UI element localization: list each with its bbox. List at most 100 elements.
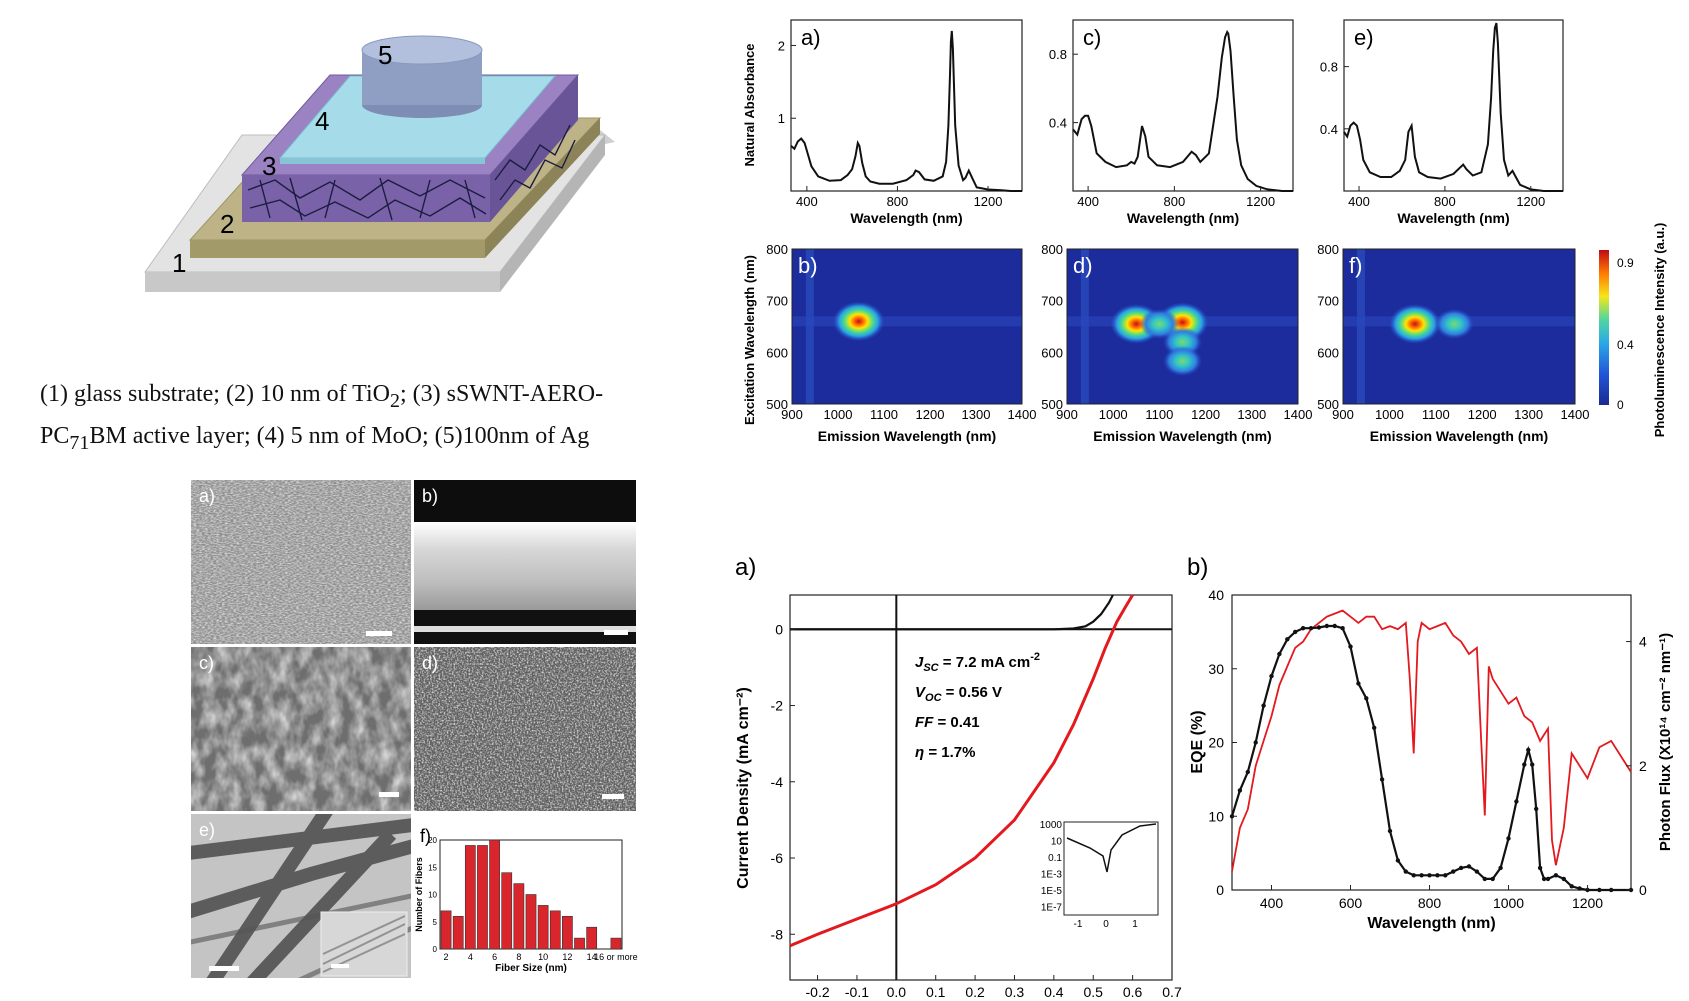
x-tick-label: 1400: [1008, 407, 1037, 422]
map-band: [1356, 249, 1365, 404]
device-schematic: 1 2 3 4 5: [144, 35, 615, 292]
x-tick-label: 1300: [1237, 407, 1266, 422]
colorbar-tick-label: 0.4: [1617, 338, 1634, 352]
y-tick-label: 40: [1208, 587, 1224, 603]
y-axis-label: Natural Absorbance: [742, 43, 757, 166]
map-band: [1080, 249, 1089, 404]
x-tick-label: -0.2: [806, 984, 830, 1000]
x-tick-label: 1100: [870, 407, 898, 422]
eqe-line: [1230, 624, 1631, 892]
layer-number-4: 4: [315, 106, 329, 136]
y-tick-label: -6: [771, 850, 784, 866]
inset-y-tick-label: 1000: [1040, 820, 1063, 831]
y-axis-label: EQE (%): [1189, 710, 1206, 773]
scale-bar: [604, 630, 628, 635]
x-tick-label: 1200: [1191, 407, 1220, 422]
inset-x-tick-label: -1: [1074, 919, 1083, 930]
panel-label: a): [735, 554, 756, 581]
inset-x-tick-label: 1: [1132, 919, 1138, 930]
histogram-bar: [464, 845, 476, 950]
y2-tick-label: 2: [1639, 758, 1647, 774]
y-tick-label: 0.8: [1049, 47, 1067, 62]
absorbance-spectrum-c: 400 800 1200 0.4 0.8 Wavelength (nm) c): [1049, 19, 1294, 226]
jv-parameter: JSC = 7.2 mA cm-2: [915, 651, 1040, 674]
glass-substrate-side: [500, 135, 605, 292]
y-tick-label: -8: [771, 926, 784, 942]
y-axis-label: Number of Fibers: [414, 857, 424, 932]
y-tick-label: 700: [1317, 294, 1339, 309]
plot-frame: [791, 248, 1023, 405]
histogram-bar: [610, 937, 622, 950]
histogram-bar: [586, 926, 598, 950]
x-axis-label: Wavelength (nm): [1367, 915, 1495, 932]
x-tick-label: 10: [538, 952, 548, 962]
panel-label: b): [1187, 554, 1208, 581]
y-tick-label: 0.8: [1320, 60, 1338, 75]
x-tick-label: -0.1: [845, 984, 869, 1000]
x-tick-label: 400: [1260, 895, 1284, 911]
colorbar-tick-label: 0: [1617, 398, 1624, 412]
plot-frame: [1072, 19, 1294, 192]
plot-frame: [790, 19, 1023, 192]
map-band: [805, 249, 814, 404]
map-band: [792, 316, 1022, 327]
y2-axis-label: Photon Flux (X10¹⁴ cm⁻² nm⁻¹): [1657, 633, 1674, 851]
x-tick-label: 800: [1164, 194, 1186, 209]
x-tick-label: 0.0: [887, 984, 907, 1000]
absorbance-line: [1072, 29, 1293, 192]
micrograph-a: a): [191, 480, 411, 644]
y-tick-label: 0.4: [1049, 116, 1067, 131]
y-tick-label: 0: [775, 621, 783, 637]
x-tick-label: 400: [796, 194, 818, 209]
scale-bar: [379, 792, 399, 797]
colorbar-tick-label: 0.9: [1617, 256, 1634, 270]
y-tick-label: -2: [771, 698, 784, 714]
x-tick-label: 0.4: [1044, 984, 1064, 1000]
jv-parameter: η = 1.7%: [915, 744, 975, 761]
y-tick-label: 700: [1041, 294, 1063, 309]
x-tick-label: 1100: [1422, 407, 1450, 422]
nanotube-network: [247, 124, 576, 221]
x-tick-label: 1300: [962, 407, 991, 422]
x-tick-label: 0.3: [1005, 984, 1025, 1000]
plot-frame: [1342, 248, 1576, 405]
layer-number-1: 1: [172, 248, 186, 278]
x-tick-label: 0.2: [965, 984, 985, 1000]
scale-bar: [209, 966, 239, 971]
x-tick-label: 8: [516, 952, 521, 962]
y-tick-label: 1: [778, 111, 785, 126]
y-tick-label: 15: [428, 863, 437, 872]
x-tick-label: 1400: [1561, 407, 1590, 422]
pl-peak: [1388, 303, 1441, 344]
histogram-bar: [452, 915, 464, 950]
x-tick-label: 900: [1332, 407, 1354, 422]
x-axis-label: Emission Wavelength (nm): [1093, 428, 1271, 444]
colorbar-gradient: [1599, 250, 1609, 405]
x-tick-label: 4: [468, 952, 473, 962]
plot-frame: [789, 594, 1173, 981]
x-tick-label: 6: [492, 952, 497, 962]
histogram-bar: [513, 883, 525, 950]
x-tick-label: 1200: [1516, 194, 1545, 209]
panel-label: c): [1083, 25, 1101, 50]
inset-y-tick-label: 10: [1051, 837, 1063, 848]
x-tick-label: 0.7: [1162, 984, 1182, 1000]
x-tick-label: 1300: [1514, 407, 1543, 422]
x-tick-label: 12: [562, 952, 572, 962]
x-tick-label: 16 or more: [594, 952, 638, 962]
micrograph-c: c): [191, 647, 411, 811]
y-tick-label: 600: [1317, 345, 1339, 360]
y-tick-label: 600: [766, 345, 788, 360]
x-tick-label: 1200: [1246, 194, 1275, 209]
absorbance-line: [790, 30, 1022, 192]
y-axis-label: Current Density (mA cm⁻²): [735, 687, 752, 889]
photon-flux-line: [1231, 609, 1632, 872]
x-tick-label: 1000: [1099, 407, 1128, 422]
x-tick-label: 2: [444, 952, 449, 962]
panel-label: a): [801, 25, 821, 50]
jv-log-inset: -1 0 1 1000 10 0.1 1E-3 1E-5 1E-7: [1040, 820, 1159, 930]
x-axis-label: Emission Wavelength (nm): [1370, 428, 1548, 444]
glass-substrate-front: [145, 272, 500, 292]
x-axis-label: Wavelength (nm): [850, 210, 962, 226]
plot-frame: [1231, 594, 1632, 891]
